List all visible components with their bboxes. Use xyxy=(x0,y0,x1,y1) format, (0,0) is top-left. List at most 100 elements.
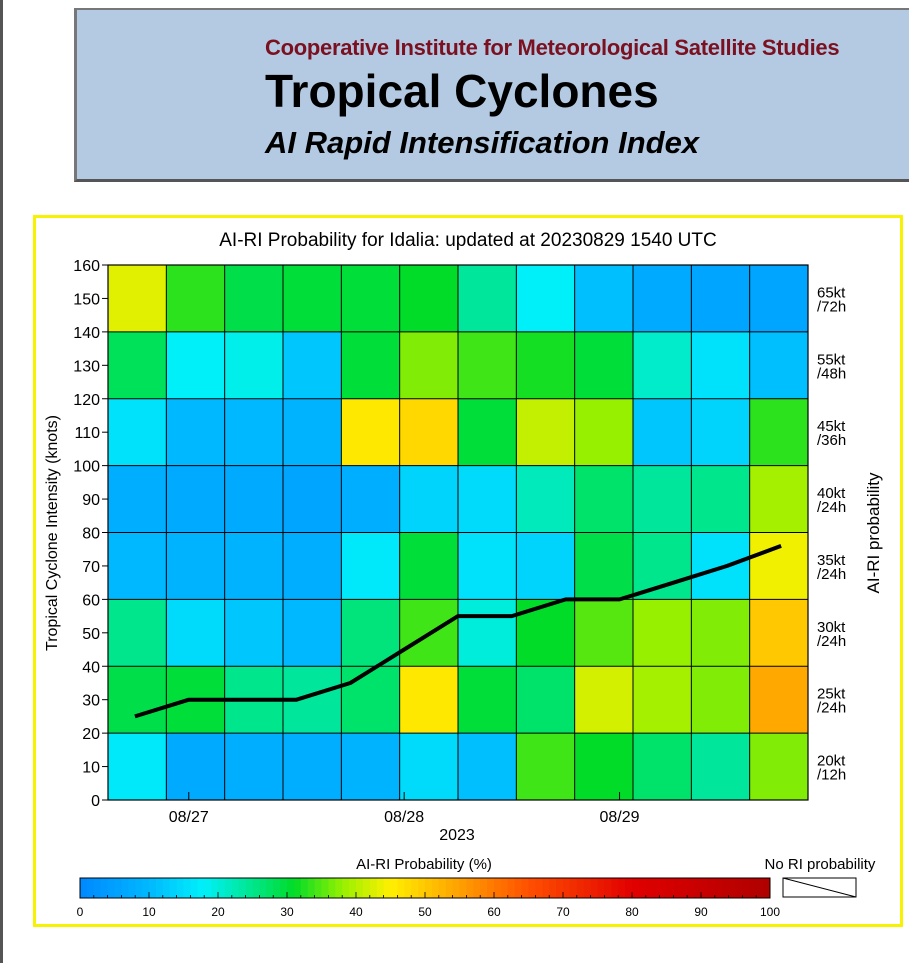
colorbar-segment xyxy=(625,878,633,898)
colorbar-segment xyxy=(397,878,405,898)
heatmap-cell xyxy=(749,532,808,600)
y-tick-label: 0 xyxy=(91,793,100,810)
row-label-period: /72h xyxy=(817,298,846,315)
heatmap-cell xyxy=(749,666,808,734)
heatmap-cell xyxy=(458,532,517,600)
heatmap-cell xyxy=(166,331,225,399)
heatmap-cell xyxy=(516,465,575,533)
heatmap-cell xyxy=(399,398,458,466)
heatmap-cell xyxy=(516,398,575,466)
colorbar-tick-label: 30 xyxy=(280,905,294,919)
colorbar-segment xyxy=(569,878,578,898)
colorbar-segment xyxy=(452,878,460,898)
row-label-period: /36h xyxy=(817,432,846,449)
heatmap-grid xyxy=(107,264,809,801)
heatmap-cell xyxy=(341,666,400,734)
x-axis-year: 2023 xyxy=(439,827,475,844)
colorbar-segment xyxy=(728,878,736,898)
heatmap-cell xyxy=(749,265,808,332)
colorbar-segment xyxy=(542,878,550,898)
colorbar-segment xyxy=(487,878,495,898)
y-tick-label: 160 xyxy=(73,258,100,275)
heatmap-cell xyxy=(108,265,167,332)
heatmap-cell xyxy=(458,465,517,533)
colorbar-segment xyxy=(369,878,378,898)
heatmap-cell xyxy=(166,532,225,600)
chart-title: AI-RI Probability for Idalia: updated at… xyxy=(219,230,716,251)
row-label-period: /24h xyxy=(817,633,846,650)
colorbar-segment xyxy=(680,878,688,898)
y-tick-label: 70 xyxy=(82,559,100,576)
colorbar-segment xyxy=(480,878,488,898)
colorbar-segment xyxy=(604,878,612,898)
institute-name: Cooperative Institute for Meteorological… xyxy=(265,35,840,60)
heatmap-cell xyxy=(633,465,692,533)
colorbar-segment xyxy=(514,878,523,898)
heatmap-cell xyxy=(341,733,400,800)
heatmap-cell xyxy=(108,532,167,600)
row-label-intensity: 20kt xyxy=(817,753,846,770)
colorbar-segment xyxy=(300,878,309,898)
colorbar-segment xyxy=(100,878,109,898)
colorbar-segment xyxy=(687,878,695,898)
row-label-intensity: 35kt xyxy=(817,552,846,569)
heatmap-cell xyxy=(224,265,283,332)
heatmap-cell xyxy=(108,465,167,533)
y-axis-label: Tropical Cyclone Intensity (knots) xyxy=(44,415,61,651)
heatmap-cell xyxy=(516,331,575,399)
heatmap-cell xyxy=(516,733,575,800)
colorbar-segment xyxy=(238,878,247,898)
heatmap-cell xyxy=(283,599,342,667)
colorbar-segment xyxy=(218,878,226,898)
heatmap-cell xyxy=(108,733,167,800)
y-tick-label: 110 xyxy=(74,425,100,442)
colorbar-segment xyxy=(149,878,157,898)
colorbar-segment xyxy=(721,878,730,898)
colorbar-tick-label: 100 xyxy=(760,905,780,919)
heatmap-cell xyxy=(633,532,692,600)
colorbar-segment xyxy=(135,878,143,898)
row-label-intensity: 45kt xyxy=(817,418,846,435)
colorbar-segment xyxy=(176,878,184,898)
heatmap-cell xyxy=(574,465,633,533)
heatmap-cells xyxy=(108,265,808,800)
colorbar-segment xyxy=(494,878,502,898)
colorbar-segment xyxy=(528,878,536,898)
colorbar-segment xyxy=(535,878,543,898)
colorbar-segment xyxy=(576,878,585,898)
heatmap-cell xyxy=(341,532,400,600)
heatmap-cell xyxy=(341,465,400,533)
colorbar-segment xyxy=(93,878,102,898)
y-tick-label: 100 xyxy=(73,459,100,476)
colorbar-segment xyxy=(707,878,716,898)
colorbar-label: AI-RI Probability (%) xyxy=(356,856,492,873)
heatmap-cell xyxy=(399,265,458,332)
intensity-track-line xyxy=(134,544,782,719)
colorbar-segment xyxy=(252,878,260,898)
heatmap-cell xyxy=(516,599,575,667)
colorbar-segment xyxy=(521,878,529,898)
colorbar-segment xyxy=(128,878,136,898)
heatmap-cell xyxy=(224,465,283,533)
colorbar-segment xyxy=(349,878,357,898)
heatmap-cell xyxy=(633,666,692,734)
heatmap-cell xyxy=(399,465,458,533)
heatmap-cell xyxy=(108,398,167,466)
colorbar-segment xyxy=(742,878,750,898)
heatmap-cell xyxy=(283,265,342,332)
colorbar-tick-label: 10 xyxy=(142,905,156,919)
heatmap-cell xyxy=(574,265,633,332)
colorbar-segment xyxy=(307,878,316,898)
colorbar-segment xyxy=(142,878,150,898)
heatmap-cell xyxy=(633,398,692,466)
heatmap-cell xyxy=(574,331,633,399)
heatmap-cell xyxy=(633,331,692,399)
heatmap-cell xyxy=(166,465,225,533)
row-labels: 20kt/12h25kt/24h30kt/24h35kt/24h40kt/24h… xyxy=(817,284,846,783)
page-subtitle: AI Rapid Intensification Index xyxy=(265,125,700,160)
colorbar-segment xyxy=(107,878,115,898)
colorbar-segment xyxy=(314,878,322,898)
heatmap-cell xyxy=(224,599,283,667)
colorbar-segment xyxy=(390,878,398,898)
y-tick-label: 150 xyxy=(73,291,100,308)
